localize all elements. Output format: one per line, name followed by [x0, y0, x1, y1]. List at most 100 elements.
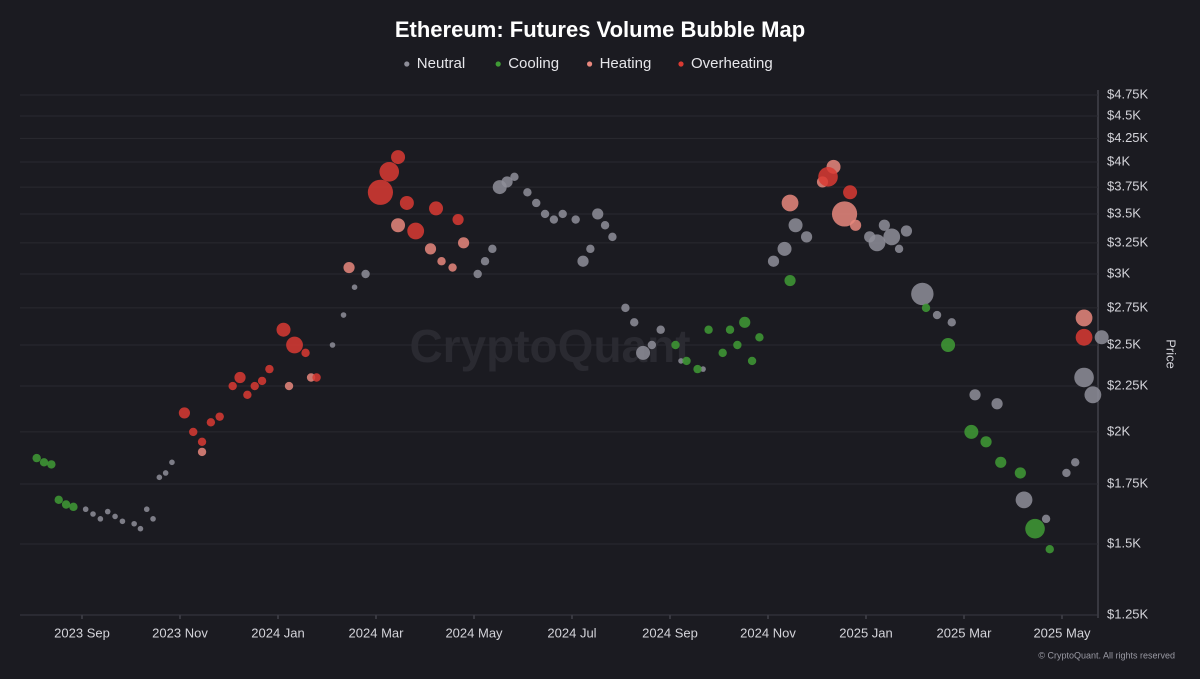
bubble	[257, 376, 267, 386]
bubble	[980, 436, 992, 448]
bubble	[991, 398, 1003, 410]
bubble	[329, 342, 336, 348]
bubble	[932, 310, 942, 320]
bubble	[636, 345, 651, 360]
bubble	[54, 495, 63, 505]
bubble	[849, 219, 862, 231]
x-tick-label: 2025 Jan	[839, 625, 893, 640]
bubble	[671, 340, 680, 350]
bubble	[391, 218, 406, 233]
bubble	[150, 516, 156, 522]
bubble	[399, 195, 414, 210]
bubble	[725, 325, 735, 334]
x-tick-label: 2024 Nov	[740, 625, 796, 640]
bubble	[755, 333, 764, 342]
bubble	[577, 255, 589, 267]
bubble	[32, 453, 41, 463]
legend-label: Cooling	[508, 55, 559, 72]
bubble	[47, 460, 56, 469]
bubble	[995, 456, 1007, 468]
bubble	[818, 167, 838, 187]
bubble	[367, 179, 394, 205]
bubble	[883, 228, 901, 246]
bubble	[549, 215, 559, 224]
bubble	[178, 407, 191, 419]
bubble	[647, 340, 657, 350]
bubble	[878, 219, 890, 231]
bubble	[1015, 491, 1033, 509]
bubble	[921, 303, 931, 313]
x-tick-label: 2024 Jul	[547, 625, 596, 640]
bubble	[700, 366, 706, 372]
bubble	[693, 364, 702, 374]
bubble	[156, 474, 163, 481]
bubble	[571, 215, 580, 224]
bubble	[391, 150, 406, 165]
y-tick-label: $3.25K	[1107, 234, 1149, 249]
bubble	[1074, 367, 1094, 388]
bubble	[1014, 467, 1026, 479]
y-tick-label: $4.25K	[1107, 130, 1149, 145]
y-tick-label: $1.75K	[1107, 475, 1149, 490]
bubble	[61, 500, 71, 509]
bubble	[733, 340, 742, 350]
bubble	[351, 284, 358, 290]
footer: © CryptoQuant. All rights reserved	[1038, 650, 1175, 660]
x-tick-label: 2025 May	[1033, 625, 1091, 640]
bubble	[747, 356, 757, 366]
bubble	[1075, 309, 1093, 327]
bubble	[767, 255, 780, 267]
x-tick-label: 2025 Mar	[937, 625, 993, 640]
bubble	[781, 194, 799, 212]
bubble	[312, 373, 321, 382]
bubble	[429, 201, 444, 216]
bubble	[162, 470, 169, 476]
bubble	[265, 364, 274, 374]
bubble	[480, 257, 490, 266]
bubble	[501, 176, 513, 188]
bubble	[243, 390, 252, 400]
bubble	[523, 188, 532, 197]
bubble	[104, 508, 111, 515]
bubble	[894, 244, 904, 254]
bubble	[1084, 386, 1102, 404]
bubble	[947, 318, 956, 327]
bubble	[340, 312, 347, 318]
bubble	[586, 244, 595, 254]
bubble	[228, 381, 237, 391]
bubble	[197, 447, 207, 457]
bubble	[379, 161, 400, 182]
bubble	[868, 234, 886, 252]
bubble	[452, 213, 464, 226]
bubble	[911, 282, 934, 306]
bubble	[448, 263, 457, 272]
bubble	[540, 209, 550, 219]
bubble	[592, 208, 604, 220]
bubble	[656, 325, 665, 334]
legend-label: Overheating	[691, 55, 773, 72]
bubble	[90, 511, 96, 517]
bubble	[215, 412, 224, 421]
x-tick-label: 2024 Mar	[349, 625, 405, 640]
bubble	[234, 371, 246, 384]
bubble	[532, 198, 541, 208]
bubble	[437, 257, 446, 266]
bubble	[1094, 330, 1109, 345]
y-tick-label: $4K	[1107, 153, 1130, 168]
bubble	[276, 322, 291, 337]
legend-marker	[587, 61, 593, 67]
bubble	[39, 458, 49, 467]
bubble	[777, 241, 792, 256]
bubble	[343, 261, 355, 274]
bubble	[678, 358, 684, 364]
bubble	[82, 506, 89, 513]
bubble	[1062, 468, 1071, 478]
chart-title: Ethereum: Futures Volume Bubble Map	[395, 17, 805, 42]
bubble	[831, 201, 858, 227]
bubble	[112, 513, 118, 520]
bubble	[119, 518, 126, 525]
bubble	[1075, 328, 1093, 346]
bubble	[621, 303, 630, 313]
